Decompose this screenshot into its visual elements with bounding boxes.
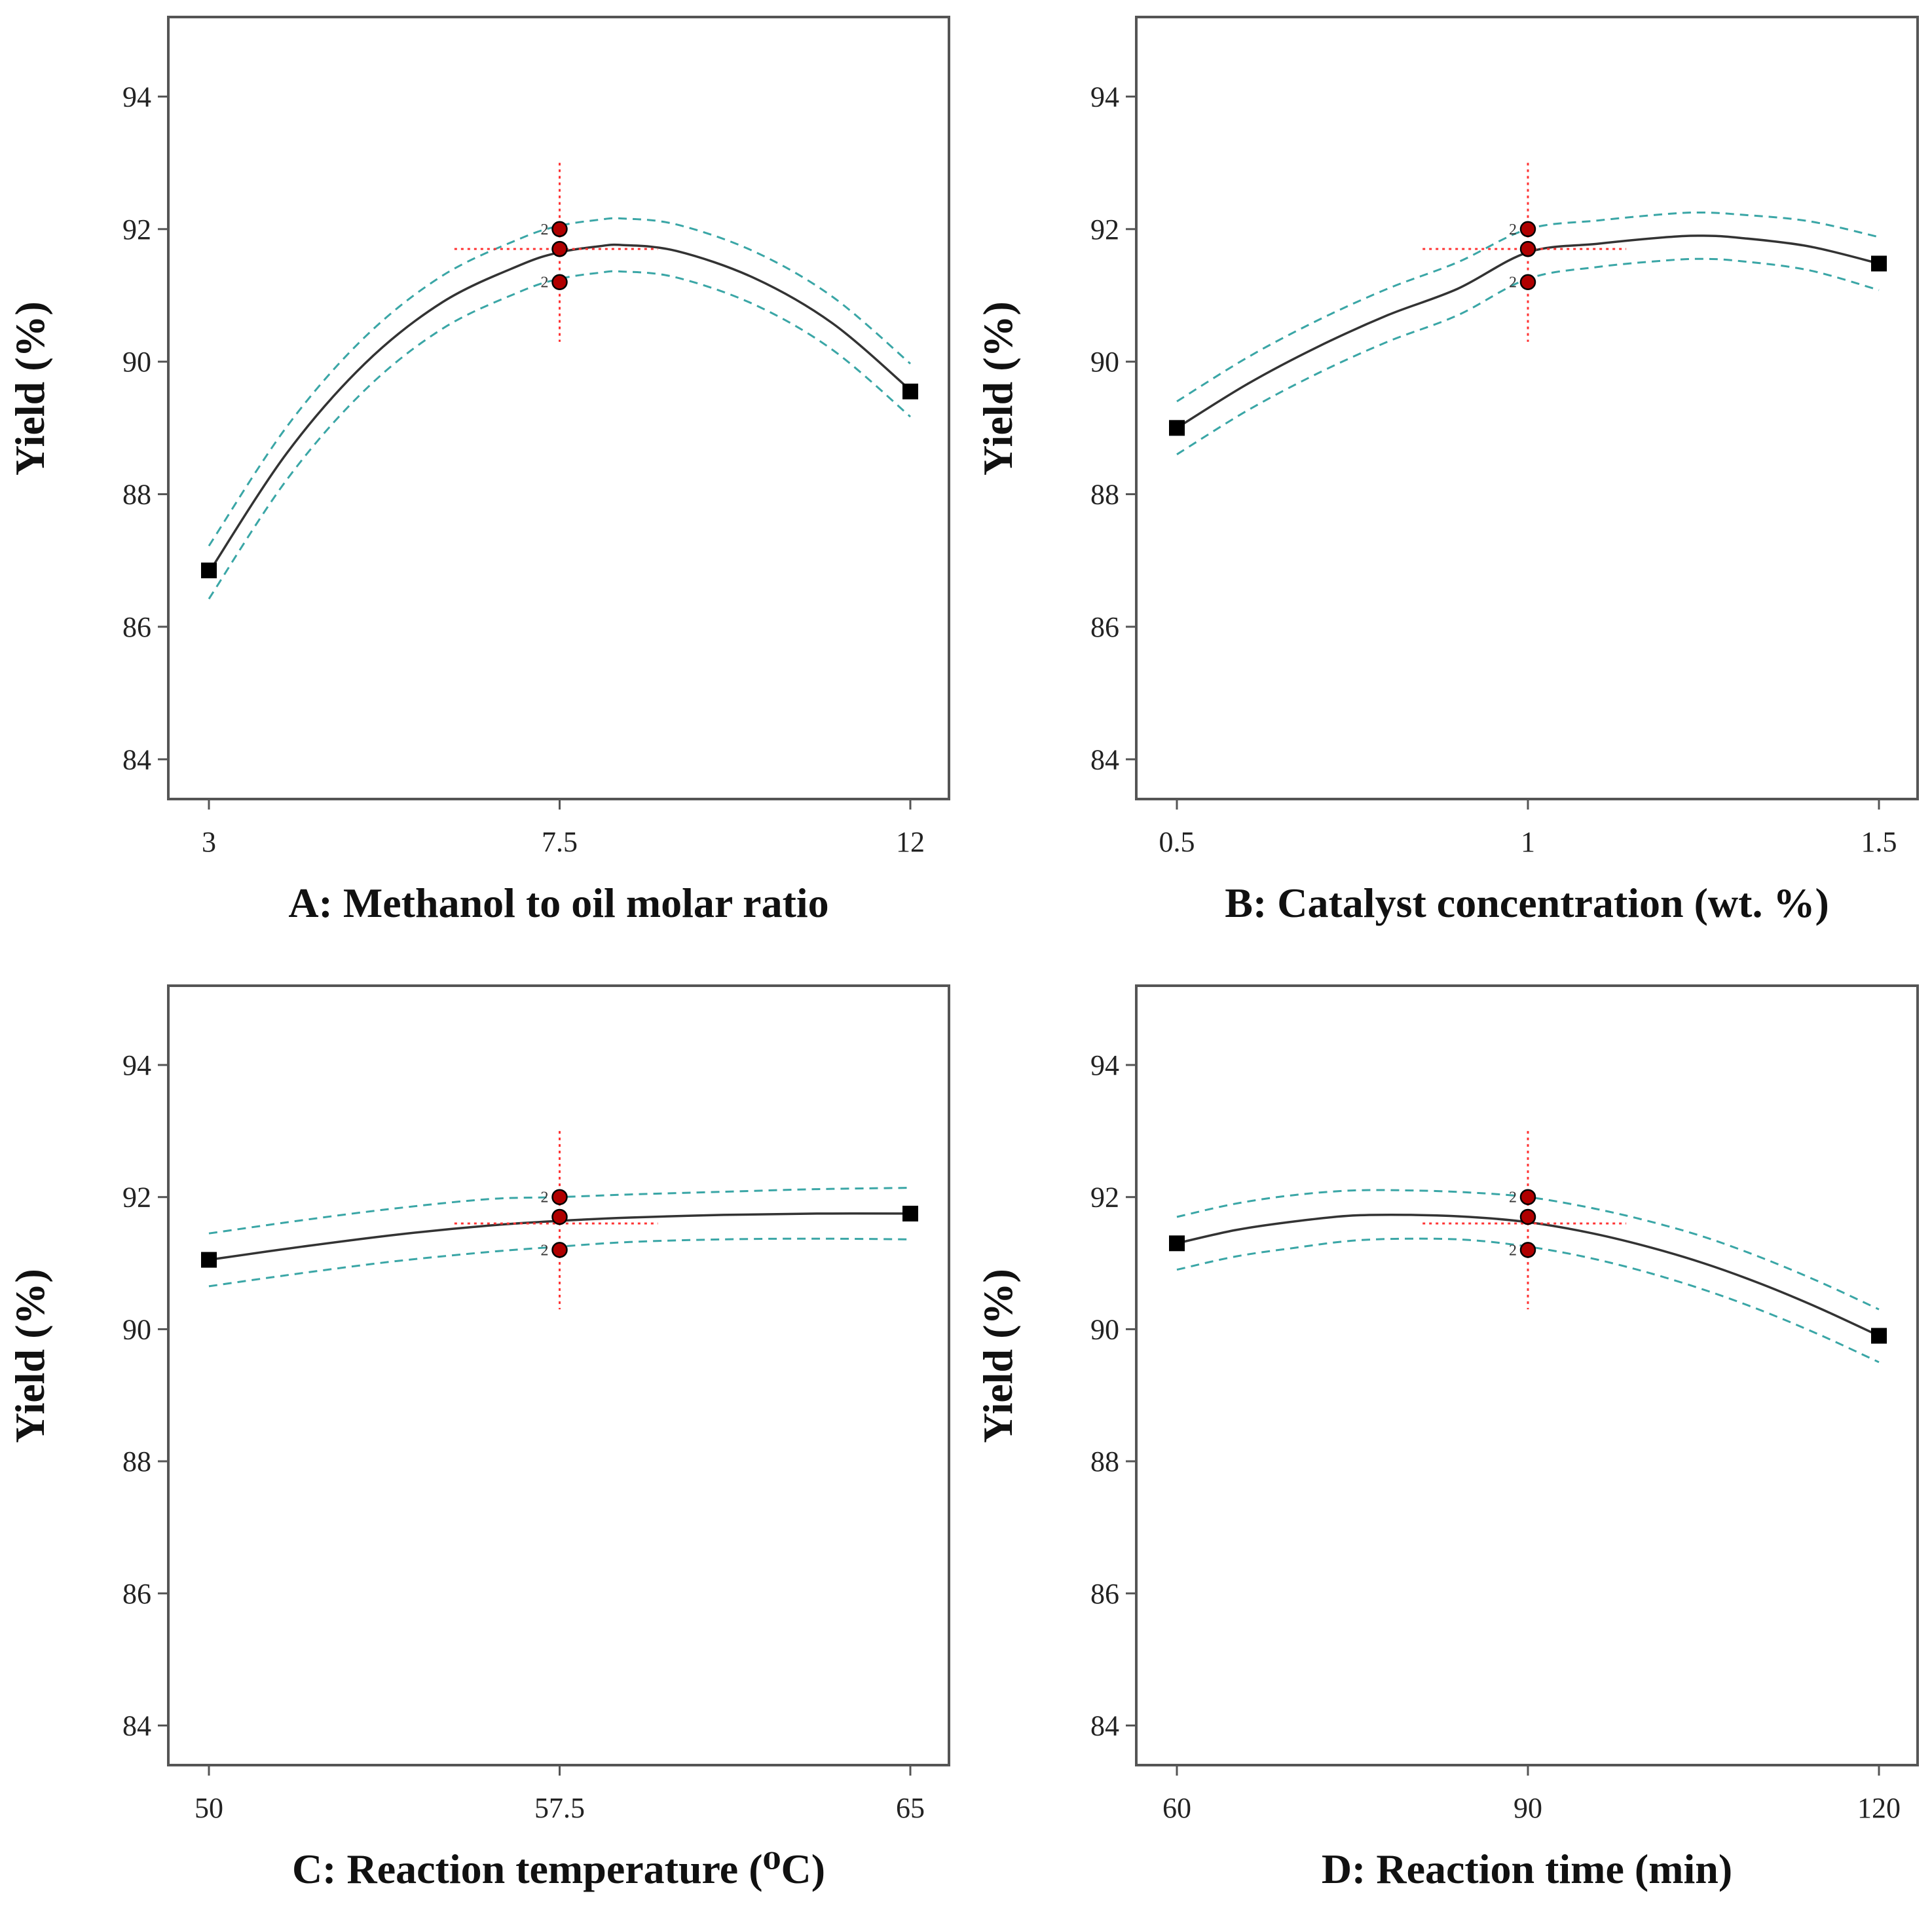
y-axis-title: Yield (%): [7, 301, 53, 476]
y-tick-label: 86: [1090, 1578, 1119, 1610]
y-tick-label: 92: [122, 214, 151, 246]
x-tick-label: 90: [1514, 1792, 1542, 1824]
y-tick-label: 88: [122, 1445, 151, 1478]
y-tick-label: 88: [1090, 1445, 1119, 1478]
ci-lower-line: [1176, 257, 1880, 456]
replicate-label: 2: [541, 1189, 549, 1206]
x-tick-label: 7.5: [542, 826, 578, 858]
y-axis-title: Yield (%): [975, 301, 1021, 476]
center-point: [1519, 1242, 1536, 1258]
replicate-label: 2: [541, 1242, 549, 1259]
y-tick-label: 92: [1090, 214, 1119, 246]
y-tick-label: 94: [122, 1049, 151, 1081]
center-point: [551, 1189, 568, 1205]
x-tick-label: 1.5: [1861, 826, 1897, 858]
center-point: [1519, 221, 1536, 238]
x-axis-title: C: Reaction temperature (⁰C): [292, 1846, 825, 1892]
plot-frame: [167, 16, 950, 800]
y-tick-label: 86: [122, 611, 151, 643]
y-tick-label: 86: [122, 1578, 151, 1610]
center-point: [551, 274, 568, 290]
plot-frame: [167, 984, 950, 1766]
panel-c: 84 86 88 90 92 94 50 57.5 65 C: Reaction temperat…: [7, 984, 950, 1892]
ci-upper-line: [208, 217, 911, 547]
center-point: [551, 1242, 568, 1258]
ci-upper-line: [1176, 211, 1880, 403]
replicate-label: 2: [1509, 221, 1517, 238]
panel-b: 84 86 88 90 92 94 0.5 1 1.5 B: Catalyst concentra…: [975, 16, 1919, 926]
y-axis-title: Yield (%): [975, 1269, 1021, 1443]
y-tick-label: 92: [1090, 1182, 1119, 1214]
y-tick-label: 94: [1090, 81, 1119, 113]
panel-a: 84 86 88 90 92 94 3 7.5 12 A: Methanol to oil mol…: [7, 16, 950, 926]
y-axis-title: Yield (%): [7, 1269, 53, 1443]
center-point: [551, 1208, 568, 1225]
plot-frame: [1135, 984, 1919, 1766]
y-tick-label: 92: [122, 1182, 151, 1214]
design-point: [1871, 1328, 1887, 1344]
x-tick-label: 57.5: [534, 1792, 585, 1824]
center-point: [1519, 274, 1536, 290]
y-tick-label: 84: [122, 1709, 151, 1742]
x-tick-label: 3: [202, 826, 216, 858]
design-point: [902, 1205, 918, 1222]
x-tick-label: 1: [1521, 826, 1535, 858]
y-tick-label: 90: [1090, 1313, 1119, 1345]
y-tick-label: 86: [1090, 611, 1119, 643]
panel-d: 84 86 88 90 92 94 60 90 120 D: Reaction time (min…: [975, 984, 1919, 1892]
y-tick-label: 90: [122, 1313, 151, 1345]
center-point: [1519, 1208, 1536, 1225]
x-tick-label: 12: [896, 826, 925, 858]
x-tick-label: 120: [1857, 1792, 1901, 1824]
design-point: [1169, 420, 1185, 436]
x-tick-label: 50: [195, 1792, 223, 1824]
y-tick-label: 90: [1090, 346, 1119, 378]
x-tick-label: 0.5: [1159, 826, 1195, 858]
replicate-label: 2: [1509, 1242, 1517, 1259]
y-tick-label: 84: [122, 743, 151, 775]
replicate-label: 2: [1509, 1189, 1517, 1206]
replicate-label: 2: [541, 221, 549, 238]
x-tick-label: 60: [1162, 1792, 1191, 1824]
y-tick-label: 84: [1090, 1709, 1119, 1742]
design-point: [1169, 1235, 1185, 1252]
replicate-label: 2: [541, 274, 549, 291]
y-tick-label: 88: [1090, 479, 1119, 511]
center-point: [1519, 240, 1536, 257]
design-point: [1871, 255, 1887, 272]
y-tick-label: 84: [1090, 743, 1119, 775]
design-point: [201, 562, 217, 578]
y-tick-label: 94: [1090, 1049, 1119, 1081]
x-axis-title: B: Catalyst concentration (wt. %): [1225, 880, 1829, 926]
center-point: [551, 240, 568, 257]
design-point: [201, 1252, 217, 1268]
y-tick-label: 94: [122, 81, 151, 113]
y-tick-label: 88: [122, 479, 151, 511]
replicate-label: 2: [1509, 274, 1517, 291]
x-axis-title: D: Reaction time (min): [1322, 1846, 1732, 1892]
center-point: [1519, 1189, 1536, 1205]
x-axis-title: A: Methanol to oil molar ratio: [288, 880, 828, 926]
center-point: [551, 221, 568, 238]
x-tick-label: 65: [896, 1792, 925, 1824]
design-point: [902, 383, 918, 400]
y-tick-label: 90: [122, 346, 151, 378]
